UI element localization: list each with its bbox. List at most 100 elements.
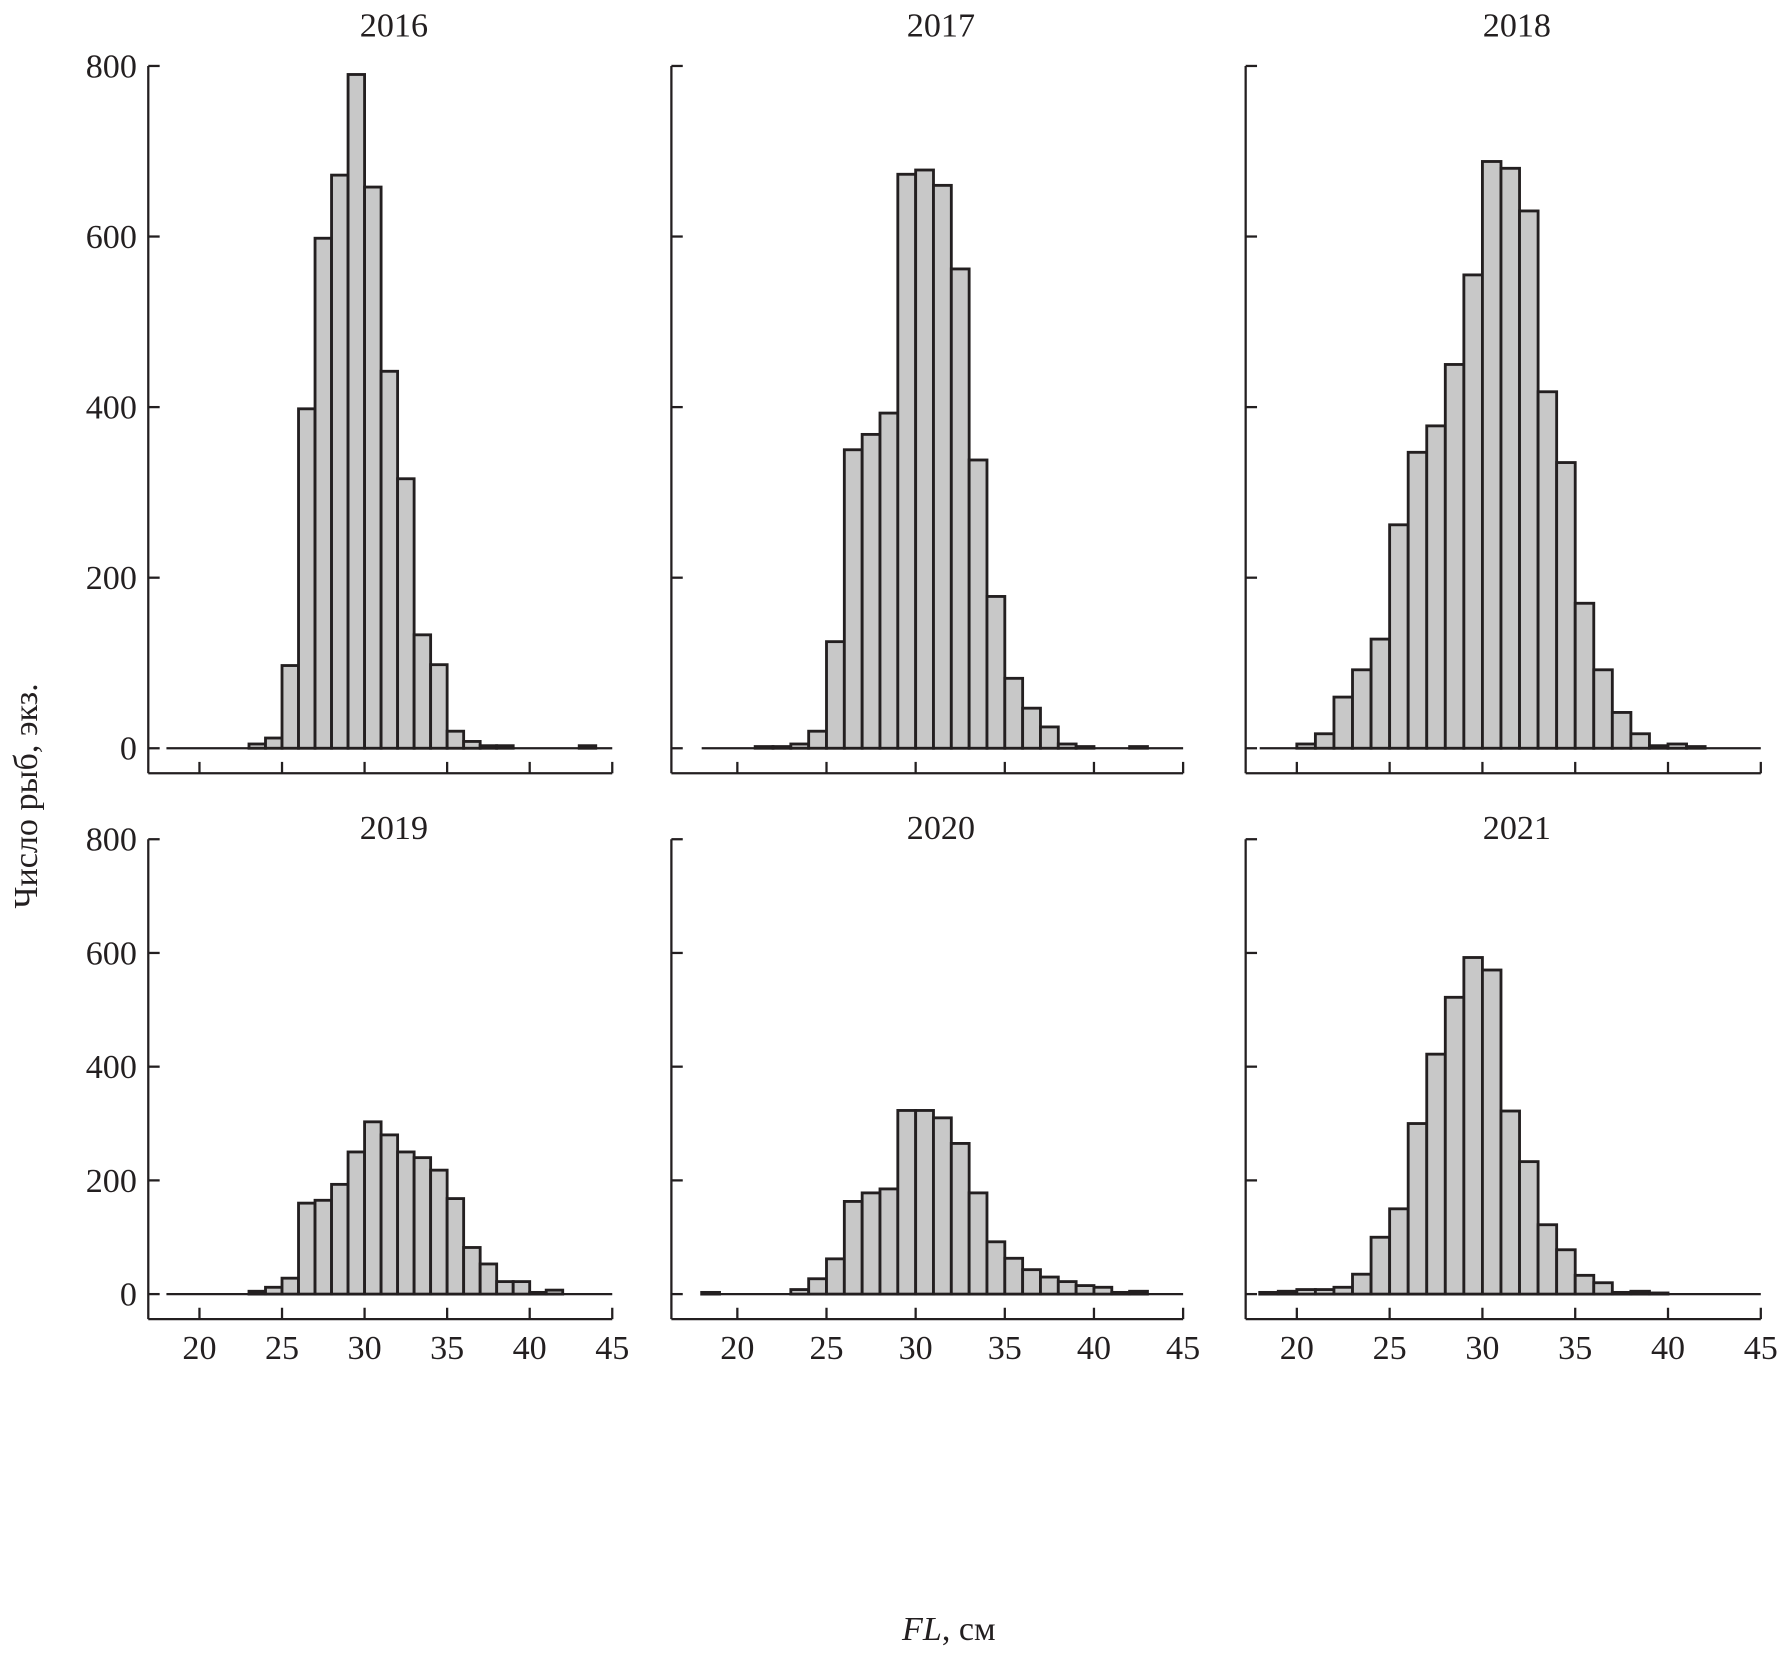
bar <box>1610 1290 1633 1296</box>
bar <box>1573 1273 1596 1296</box>
bar <box>860 432 882 750</box>
bar <box>280 664 300 750</box>
bar <box>379 369 400 750</box>
bar <box>1039 725 1060 750</box>
bar <box>363 185 383 750</box>
bar <box>807 729 828 750</box>
bar <box>1648 744 1670 750</box>
bar <box>445 729 466 750</box>
bar <box>462 1246 482 1296</box>
y-tick-label: 200 <box>86 1163 137 1200</box>
panel-title: 2021 <box>1483 810 1551 847</box>
y-tick-label: 800 <box>86 822 137 859</box>
bar <box>1518 209 1540 750</box>
bar <box>429 663 449 750</box>
bar <box>1056 1280 1078 1296</box>
bar <box>1056 742 1078 750</box>
bar <box>896 172 918 750</box>
panel-title: 2017 <box>907 7 975 44</box>
y-tick-label: 800 <box>86 48 137 85</box>
bar <box>1443 995 1466 1296</box>
bar <box>1351 1272 1373 1296</box>
bar <box>700 1290 721 1296</box>
bar <box>1592 668 1614 750</box>
bar <box>914 1109 935 1296</box>
bar <box>297 407 317 750</box>
panel-2017: 2017 <box>670 7 1185 775</box>
x-tick-label: 20 <box>1280 1330 1314 1367</box>
panel-2016: 2016 0 200 400 600 800 <box>86 7 614 775</box>
y-tick-label: 0 <box>120 731 137 768</box>
bar <box>346 1150 367 1296</box>
bar <box>1003 676 1025 750</box>
bar <box>789 742 811 750</box>
bar <box>1629 732 1651 750</box>
bar <box>1332 1285 1354 1296</box>
bar <box>247 1289 267 1296</box>
bar <box>842 1200 864 1296</box>
bar <box>949 1142 971 1296</box>
bar <box>1092 1285 1114 1296</box>
bar <box>1295 742 1317 750</box>
bar <box>495 1280 515 1296</box>
x-tick-label: 35 <box>430 1330 464 1367</box>
y-tick-label: 600 <box>86 935 137 972</box>
x-axis-label: FL, см <box>901 1611 996 1648</box>
bar <box>1074 745 1096 750</box>
y-tick-label: 600 <box>86 219 137 256</box>
bar <box>1555 1248 1577 1296</box>
bar <box>878 411 900 750</box>
bar <box>1295 1288 1317 1296</box>
bar <box>1110 1290 1132 1296</box>
bar <box>1003 1256 1025 1296</box>
bar <box>896 1109 918 1296</box>
x-axis-label-unit: , см <box>942 1611 996 1648</box>
bar <box>445 1197 466 1296</box>
bar <box>967 1191 989 1296</box>
bar <box>1128 745 1149 750</box>
bar <box>932 1116 953 1296</box>
bar <box>1536 390 1559 750</box>
bar <box>1021 706 1042 750</box>
bar <box>412 1156 433 1296</box>
bar <box>1648 1291 1670 1296</box>
bar <box>1074 1284 1096 1296</box>
bar <box>264 1285 284 1296</box>
panel-title: 2016 <box>360 7 428 44</box>
bar <box>1480 160 1503 750</box>
bar <box>789 1288 811 1296</box>
bar <box>825 640 846 750</box>
bar <box>985 1240 1007 1296</box>
bar <box>1258 1290 1280 1296</box>
x-tick-label: 30 <box>1465 1330 1499 1367</box>
bar <box>1039 1275 1060 1296</box>
bar <box>1425 424 1447 750</box>
panel-2018: 2018 <box>1244 7 1762 775</box>
bar <box>985 595 1007 750</box>
bar <box>807 1277 828 1296</box>
bar <box>1499 1109 1521 1296</box>
bar <box>825 1257 846 1296</box>
x-tick-label: 45 <box>595 1330 629 1367</box>
bar <box>914 168 935 750</box>
x-tick-label: 25 <box>265 1330 299 1367</box>
bar <box>330 1182 350 1296</box>
bar <box>396 477 416 750</box>
bar <box>1555 461 1577 750</box>
bar <box>544 1288 565 1296</box>
bar <box>313 236 333 750</box>
panel-2019: 2019 0 200 400 600 800 20 25 30 35 40 45 <box>86 810 630 1367</box>
y-tick-label: 200 <box>86 560 137 597</box>
bar <box>1369 637 1392 750</box>
bar <box>346 73 367 750</box>
bar <box>1313 732 1336 750</box>
bar <box>363 1120 383 1296</box>
bar <box>860 1191 882 1296</box>
y-axis-label: Число рыб, экз. <box>8 683 45 908</box>
panel-2021: 2021 20 25 30 35 40 45 <box>1244 810 1778 1367</box>
bar <box>462 740 482 750</box>
bar <box>313 1198 333 1296</box>
bar <box>577 744 598 750</box>
